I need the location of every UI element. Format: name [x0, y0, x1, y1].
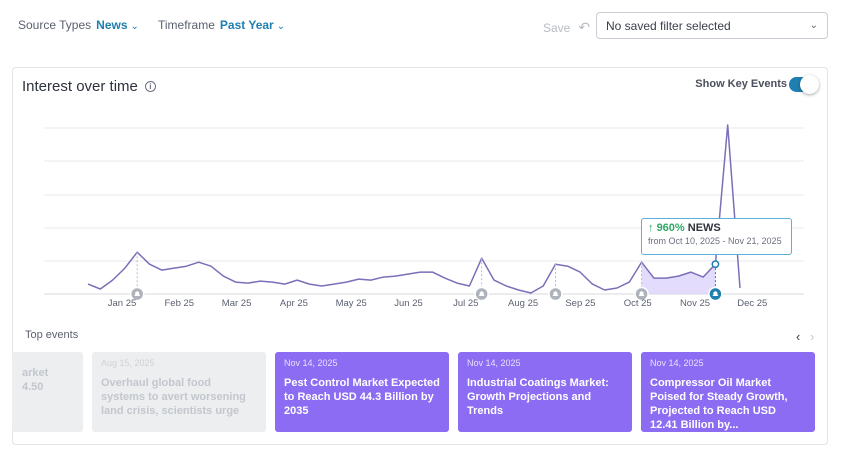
tooltip-range: from Oct 10, 2025 - Nov 21, 2025 [648, 236, 782, 246]
tooltip-arrow: ↑ [648, 222, 654, 234]
source-types-value[interactable]: News [96, 18, 128, 32]
x-tick-label: Dec 25 [737, 298, 767, 309]
x-tick-label: Jul 25 [453, 298, 478, 309]
save-label: Save [543, 20, 571, 35]
chevron-down-icon: ⌄ [809, 20, 818, 31]
event-markers [129, 252, 723, 302]
toggle-knob[interactable] [800, 75, 819, 94]
timeframe-filter[interactable]: Timeframe Past Year ⌄ [158, 18, 285, 32]
highlight-area [641, 262, 716, 294]
show-key-events-label: Show Key Events [695, 78, 787, 90]
card-title: Interest over time i [22, 78, 156, 95]
timeframe-value[interactable]: Past Year [219, 18, 274, 32]
event-card-4[interactable]: Nov 14, 2025 Compressor Oil Market Poise… [641, 352, 815, 432]
card-title-text: Interest over time [22, 78, 138, 95]
event-date: Nov 14, 2025 [284, 358, 338, 368]
tooltip-line-1: ↑ 960% NEWS [648, 222, 785, 234]
x-axis-ticks: Jan 25 Feb 25 Mar 25 Apr 25 May 25 Jun 25 Jul … [108, 298, 768, 309]
hover-point [711, 260, 720, 269]
event-date: Nov 14, 2025 [467, 358, 521, 368]
show-key-events-toggle[interactable] [789, 75, 819, 94]
top-events-label: Top events [25, 329, 79, 341]
x-tick-label: Jan 25 [108, 298, 137, 309]
event-date: Nov 14, 2025 [650, 358, 704, 368]
x-tick-label: Apr 25 [280, 298, 308, 309]
chevron-down-icon: ⌄ [276, 20, 286, 32]
x-tick-label: Jun 25 [394, 298, 423, 309]
event-card-0[interactable]: arket 4.50 [12, 352, 83, 432]
tooltip-source: NEWS [687, 222, 721, 234]
interest-card: Interest over time i Show Key Events [12, 67, 828, 445]
event-card-1[interactable]: Aug 15, 2025 Overhaul global food system… [92, 352, 266, 432]
x-tick-label: Mar 25 [222, 298, 252, 309]
source-types-label: Source Types [18, 18, 92, 32]
event-date: Aug 15, 2025 [101, 358, 155, 368]
tooltip-percent: 960% [656, 222, 685, 234]
bell-glyph [712, 291, 719, 296]
save-button[interactable]: Save ↶ [543, 19, 590, 36]
x-tick-label: Aug 25 [508, 298, 538, 309]
info-icon[interactable]: i [144, 81, 156, 92]
event-card-2[interactable]: Nov 14, 2025 Pest Control Market Expecte… [275, 352, 449, 432]
prev-arrow-icon[interactable]: ‹ [796, 329, 801, 344]
source-types-filter[interactable]: Source Types News ⌄ [18, 18, 139, 32]
timeframe-label: Timeframe [158, 18, 215, 32]
chart-tooltip: ↑ 960% NEWS from Oct 10, 2025 - Nov 21, … [641, 218, 792, 255]
series-line [87, 124, 741, 294]
bell-glyph [134, 291, 141, 296]
bell-glyph [552, 291, 559, 296]
filter-bar: Source Types News ⌄ Timeframe Past Year … [0, 0, 846, 52]
event-title: Pest Control Market Expected to Reach US… [284, 377, 440, 417]
x-tick-label: Feb 25 [165, 298, 195, 309]
chevron-down-icon: ⌄ [130, 20, 139, 32]
undo-icon[interactable]: ↶ [578, 19, 591, 35]
next-arrow-icon[interactable]: › [810, 329, 815, 344]
saved-filter-value: No saved filter selected [606, 18, 731, 33]
bell-glyph [638, 291, 645, 296]
event-title: arket 4.50 [22, 367, 49, 393]
event-card-3[interactable]: Nov 14, 2025 Industrial Coatings Market:… [458, 352, 632, 432]
x-tick-label: Sep 25 [565, 298, 595, 309]
x-tick-label: Nov 25 [680, 298, 710, 309]
x-tick-label: Oct 25 [624, 298, 652, 309]
bell-glyph [478, 291, 485, 296]
saved-filter-select[interactable]: No saved filter selected ⌄ [596, 12, 828, 39]
x-tick-label: May 25 [336, 298, 367, 309]
event-title: Industrial Coatings Market: Growth Proje… [467, 377, 609, 417]
event-title: Compressor Oil Market Poised for Steady … [650, 377, 788, 431]
event-title: Overhaul global food systems to avert wo… [101, 377, 246, 417]
